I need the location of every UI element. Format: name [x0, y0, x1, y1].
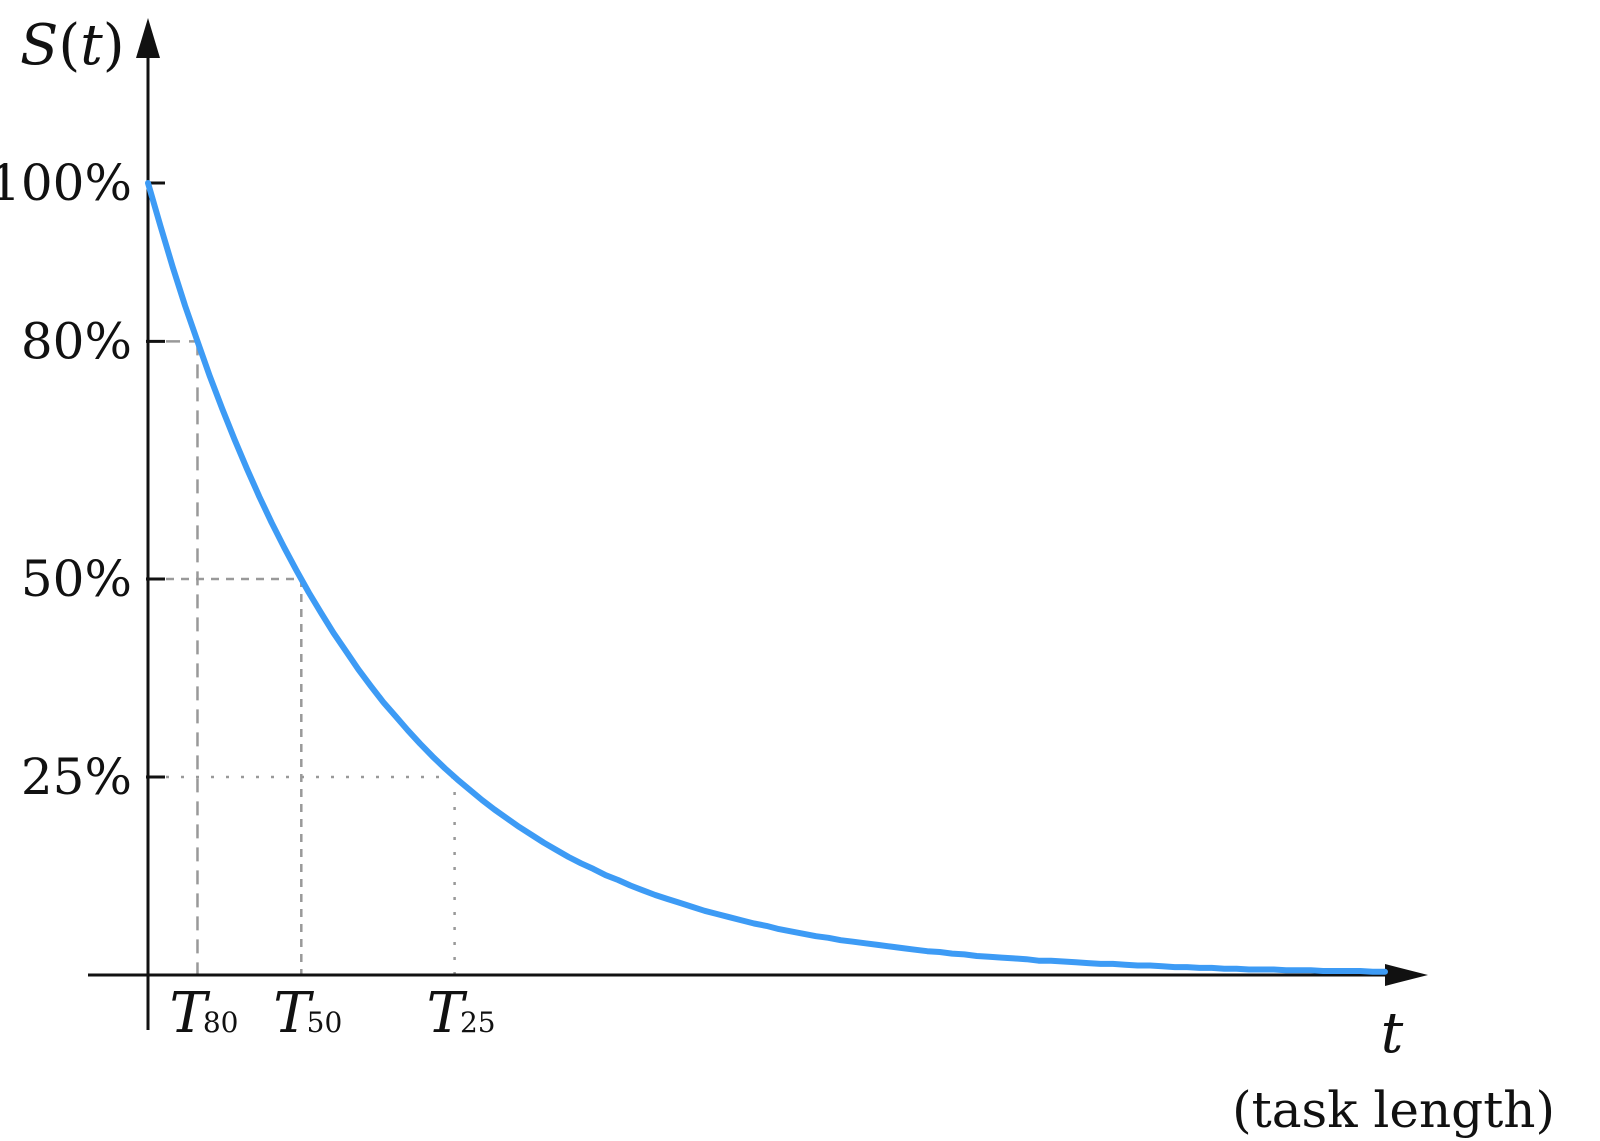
marker-label-sub: 50: [307, 1006, 343, 1039]
marker-label-T25: T25: [427, 981, 496, 1046]
y-tick-label-25: 25%: [21, 748, 132, 806]
marker-label-T50: T50: [273, 981, 342, 1046]
marker-labels: T80 T50 T25: [169, 981, 495, 1046]
marker-label-main: T: [169, 981, 210, 1046]
marker-label-sub: 80: [203, 1006, 239, 1039]
y-axis-label-arg: t: [80, 13, 103, 78]
x-axis-label-var: t: [1381, 1001, 1404, 1066]
y-axis-label-open-paren: (: [58, 13, 80, 78]
marker-label-T80: T80: [169, 981, 238, 1046]
y-ticks: 100% 80% 50% 25%: [0, 154, 165, 806]
y-axis-label-close-paren: ): [103, 13, 125, 78]
y-axis-label: S(t): [20, 13, 125, 78]
survival-curve-line: [145, 180, 1388, 975]
marker-label-main: T: [273, 981, 314, 1046]
marker-label-main: T: [427, 981, 468, 1046]
y-tick-label-80: 80%: [21, 312, 132, 370]
y-tick-label-100: 100%: [0, 154, 132, 212]
guide-lines: [166, 340, 456, 975]
y-tick-label-50: 50%: [21, 550, 132, 608]
marker-label-sub: 25: [460, 1006, 496, 1039]
x-axis-label-unit: (task length): [1232, 1081, 1555, 1139]
axes: [88, 18, 1428, 1030]
y-axis-arrowhead: [136, 18, 160, 58]
x-axis-arrowhead: [1385, 964, 1428, 986]
y-axis-label-var: S: [20, 13, 58, 78]
